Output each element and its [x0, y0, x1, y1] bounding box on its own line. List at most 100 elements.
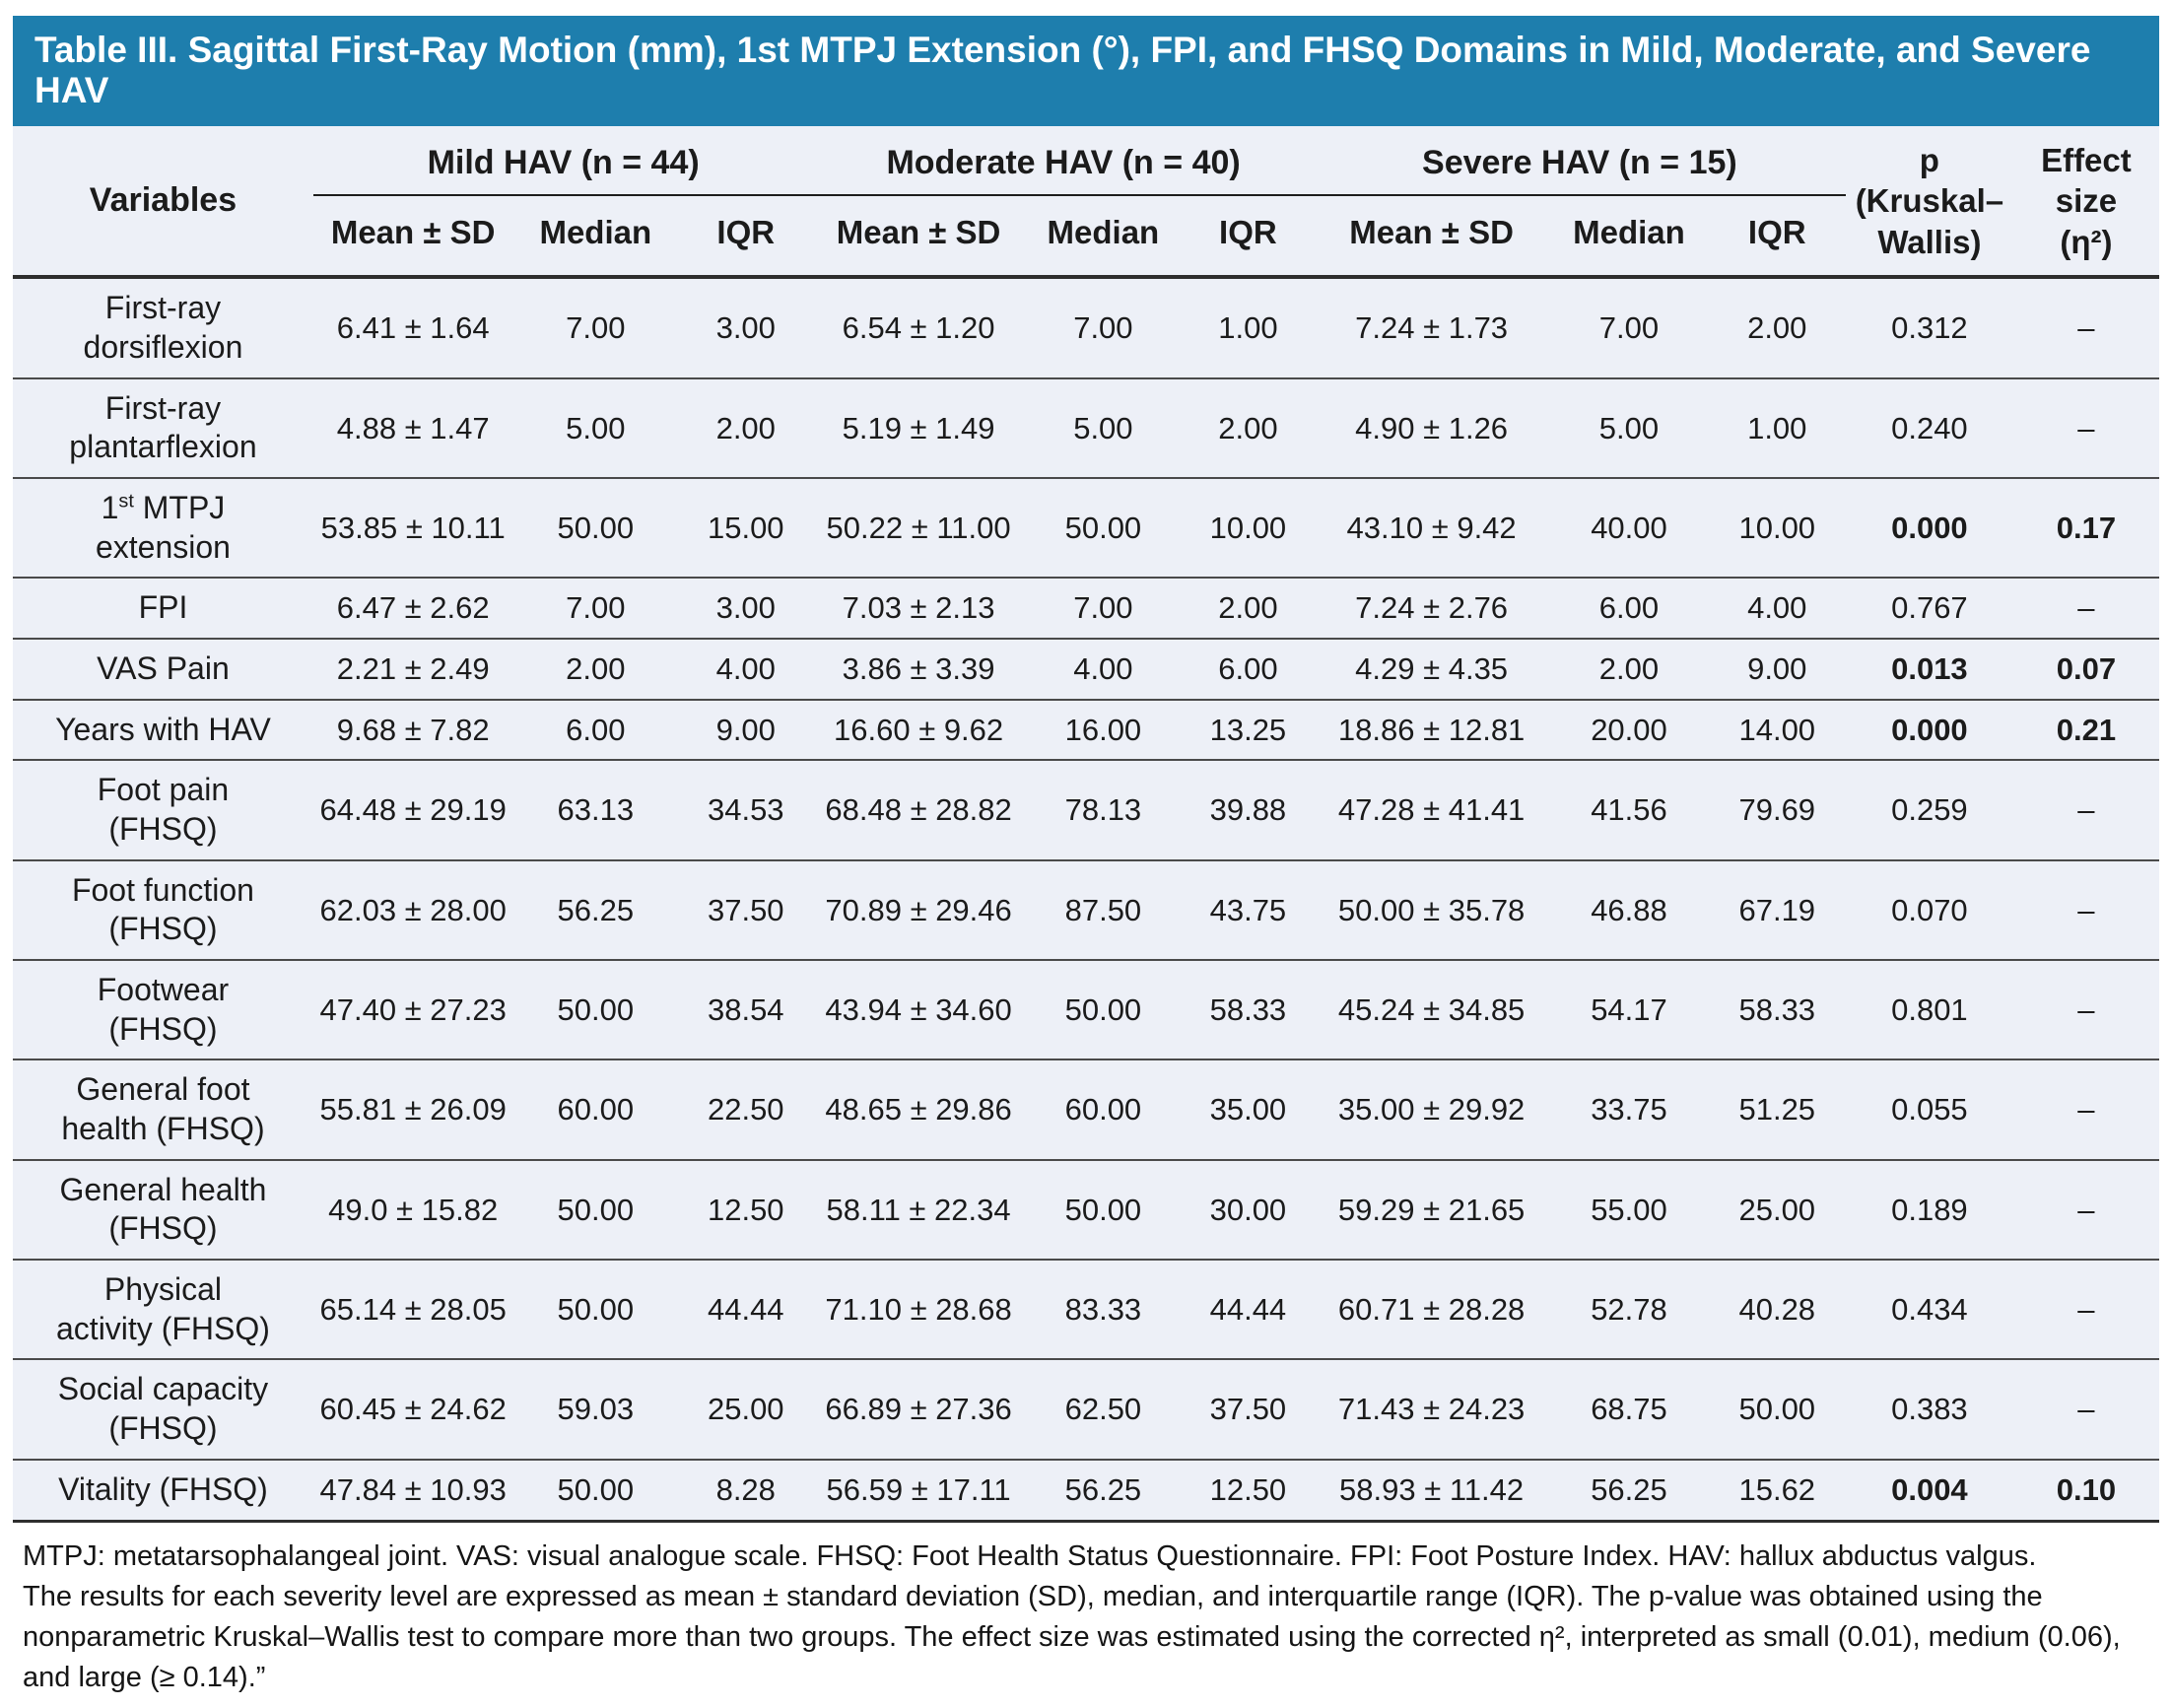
subheader-iqr: IQR: [678, 195, 813, 277]
cell-effect-size: –: [2013, 760, 2159, 859]
cell-severe-median: 56.25: [1549, 1460, 1708, 1521]
cell-mild-mean-sd: 49.0 ± 15.82: [313, 1160, 513, 1260]
row-variable: First-ray dorsiflexion: [13, 277, 313, 377]
row-variable: Footwear (FHSQ): [13, 960, 313, 1059]
cell-mild-iqr: 44.44: [678, 1260, 813, 1359]
row-variable: FPI: [13, 578, 313, 639]
cell-severe-mean-sd: 4.90 ± 1.26: [1314, 378, 1550, 478]
cell-severe-median: 52.78: [1549, 1260, 1708, 1359]
cell-mild-median: 5.00: [512, 378, 678, 478]
subheader-mean-sd: Mean ± SD: [813, 195, 1023, 277]
row-variable: Physical activity (FHSQ): [13, 1260, 313, 1359]
cell-effect-size: –: [2013, 1260, 2159, 1359]
cell-severe-mean-sd: 35.00 ± 29.92: [1314, 1059, 1550, 1159]
cell-mild-iqr: 3.00: [678, 277, 813, 377]
cell-moderate-iqr: 10.00: [1183, 478, 1314, 578]
cell-effect-size: 0.17: [2013, 478, 2159, 578]
cell-severe-iqr: 51.25: [1709, 1059, 1846, 1159]
cell-severe-median: 54.17: [1549, 960, 1708, 1059]
cell-mild-median: 50.00: [512, 1160, 678, 1260]
cell-severe-iqr: 4.00: [1709, 578, 1846, 639]
cell-mild-iqr: 38.54: [678, 960, 813, 1059]
row-variable: Foot function (FHSQ): [13, 860, 313, 960]
cell-severe-iqr: 14.00: [1709, 700, 1846, 761]
cell-mild-mean-sd: 62.03 ± 28.00: [313, 860, 513, 960]
cell-p-value: 0.013: [1846, 639, 2013, 700]
cell-mild-mean-sd: 55.81 ± 26.09: [313, 1059, 513, 1159]
cell-severe-median: 40.00: [1549, 478, 1708, 578]
row-variable: Years with HAV: [13, 700, 313, 761]
data-table: Variables Mild HAV (n = 44) Moderate HAV…: [13, 126, 2159, 1522]
cell-mild-median: 50.00: [512, 1260, 678, 1359]
cell-moderate-mean-sd: 7.03 ± 2.13: [813, 578, 1023, 639]
cell-severe-mean-sd: 50.00 ± 35.78: [1314, 860, 1550, 960]
row-variable: General foot health (FHSQ): [13, 1059, 313, 1159]
variables-header: Variables: [13, 126, 313, 277]
cell-moderate-iqr: 58.33: [1183, 960, 1314, 1059]
table-figure: Table III. Sagittal First-Ray Motion (mm…: [13, 16, 2159, 1708]
cell-p-value: 0.434: [1846, 1260, 2013, 1359]
cell-moderate-mean-sd: 48.65 ± 29.86: [813, 1059, 1023, 1159]
subheader-median: Median: [1024, 195, 1183, 277]
cell-moderate-median: 87.50: [1024, 860, 1183, 960]
cell-moderate-median: 7.00: [1024, 277, 1183, 377]
cell-moderate-median: 60.00: [1024, 1059, 1183, 1159]
cell-severe-median: 33.75: [1549, 1059, 1708, 1159]
cell-p-value: 0.801: [1846, 960, 2013, 1059]
cell-moderate-median: 56.25: [1024, 1460, 1183, 1521]
cell-severe-iqr: 25.00: [1709, 1160, 1846, 1260]
cell-mild-iqr: 37.50: [678, 860, 813, 960]
cell-moderate-median: 7.00: [1024, 578, 1183, 639]
cell-severe-mean-sd: 47.28 ± 41.41: [1314, 760, 1550, 859]
cell-mild-median: 59.03: [512, 1359, 678, 1459]
cell-severe-mean-sd: 7.24 ± 1.73: [1314, 277, 1550, 377]
cell-p-value: 0.004: [1846, 1460, 2013, 1521]
cell-p-value: 0.055: [1846, 1059, 2013, 1159]
cell-p-value: 0.240: [1846, 378, 2013, 478]
cell-severe-iqr: 50.00: [1709, 1359, 1846, 1459]
cell-moderate-iqr: 39.88: [1183, 760, 1314, 859]
cell-severe-mean-sd: 71.43 ± 24.23: [1314, 1359, 1550, 1459]
cell-effect-size: 0.10: [2013, 1460, 2159, 1521]
sub-header-row: Mean ± SD Median IQR Mean ± SD Median IQ…: [13, 195, 2159, 277]
cell-mild-median: 50.00: [512, 960, 678, 1059]
row-variable: Vitality (FHSQ): [13, 1460, 313, 1521]
group-header-moderate: Moderate HAV (n = 40): [813, 126, 1313, 195]
cell-severe-median: 55.00: [1549, 1160, 1708, 1260]
cell-moderate-iqr: 35.00: [1183, 1059, 1314, 1159]
table-title: Table III. Sagittal First-Ray Motion (mm…: [13, 16, 2159, 126]
cell-severe-median: 46.88: [1549, 860, 1708, 960]
cell-severe-mean-sd: 45.24 ± 34.85: [1314, 960, 1550, 1059]
cell-p-value: 0.000: [1846, 700, 2013, 761]
subheader-median: Median: [1549, 195, 1708, 277]
cell-severe-iqr: 10.00: [1709, 478, 1846, 578]
cell-effect-size: –: [2013, 578, 2159, 639]
group-header-row: Variables Mild HAV (n = 44) Moderate HAV…: [13, 126, 2159, 195]
cell-mild-median: 7.00: [512, 277, 678, 377]
cell-moderate-iqr: 2.00: [1183, 378, 1314, 478]
table-row: General foot health (FHSQ)55.81 ± 26.09 6…: [13, 1059, 2159, 1159]
cell-mild-median: 7.00: [512, 578, 678, 639]
cell-p-value: 0.312: [1846, 277, 2013, 377]
cell-moderate-median: 4.00: [1024, 639, 1183, 700]
cell-p-value: 0.383: [1846, 1359, 2013, 1459]
cell-moderate-median: 62.50: [1024, 1359, 1183, 1459]
row-variable: Foot pain (FHSQ): [13, 760, 313, 859]
p-value-header: p (Kruskal– Wallis): [1846, 126, 2013, 277]
row-variable: First-ray plantarflexion: [13, 378, 313, 478]
cell-mild-mean-sd: 65.14 ± 28.05: [313, 1260, 513, 1359]
cell-mild-mean-sd: 6.41 ± 1.64: [313, 277, 513, 377]
cell-mild-mean-sd: 6.47 ± 2.62: [313, 578, 513, 639]
cell-mild-iqr: 12.50: [678, 1160, 813, 1260]
table-header: Variables Mild HAV (n = 44) Moderate HAV…: [13, 126, 2159, 277]
cell-mild-iqr: 9.00: [678, 700, 813, 761]
cell-severe-mean-sd: 7.24 ± 2.76: [1314, 578, 1550, 639]
cell-mild-mean-sd: 9.68 ± 7.82: [313, 700, 513, 761]
cell-moderate-mean-sd: 5.19 ± 1.49: [813, 378, 1023, 478]
